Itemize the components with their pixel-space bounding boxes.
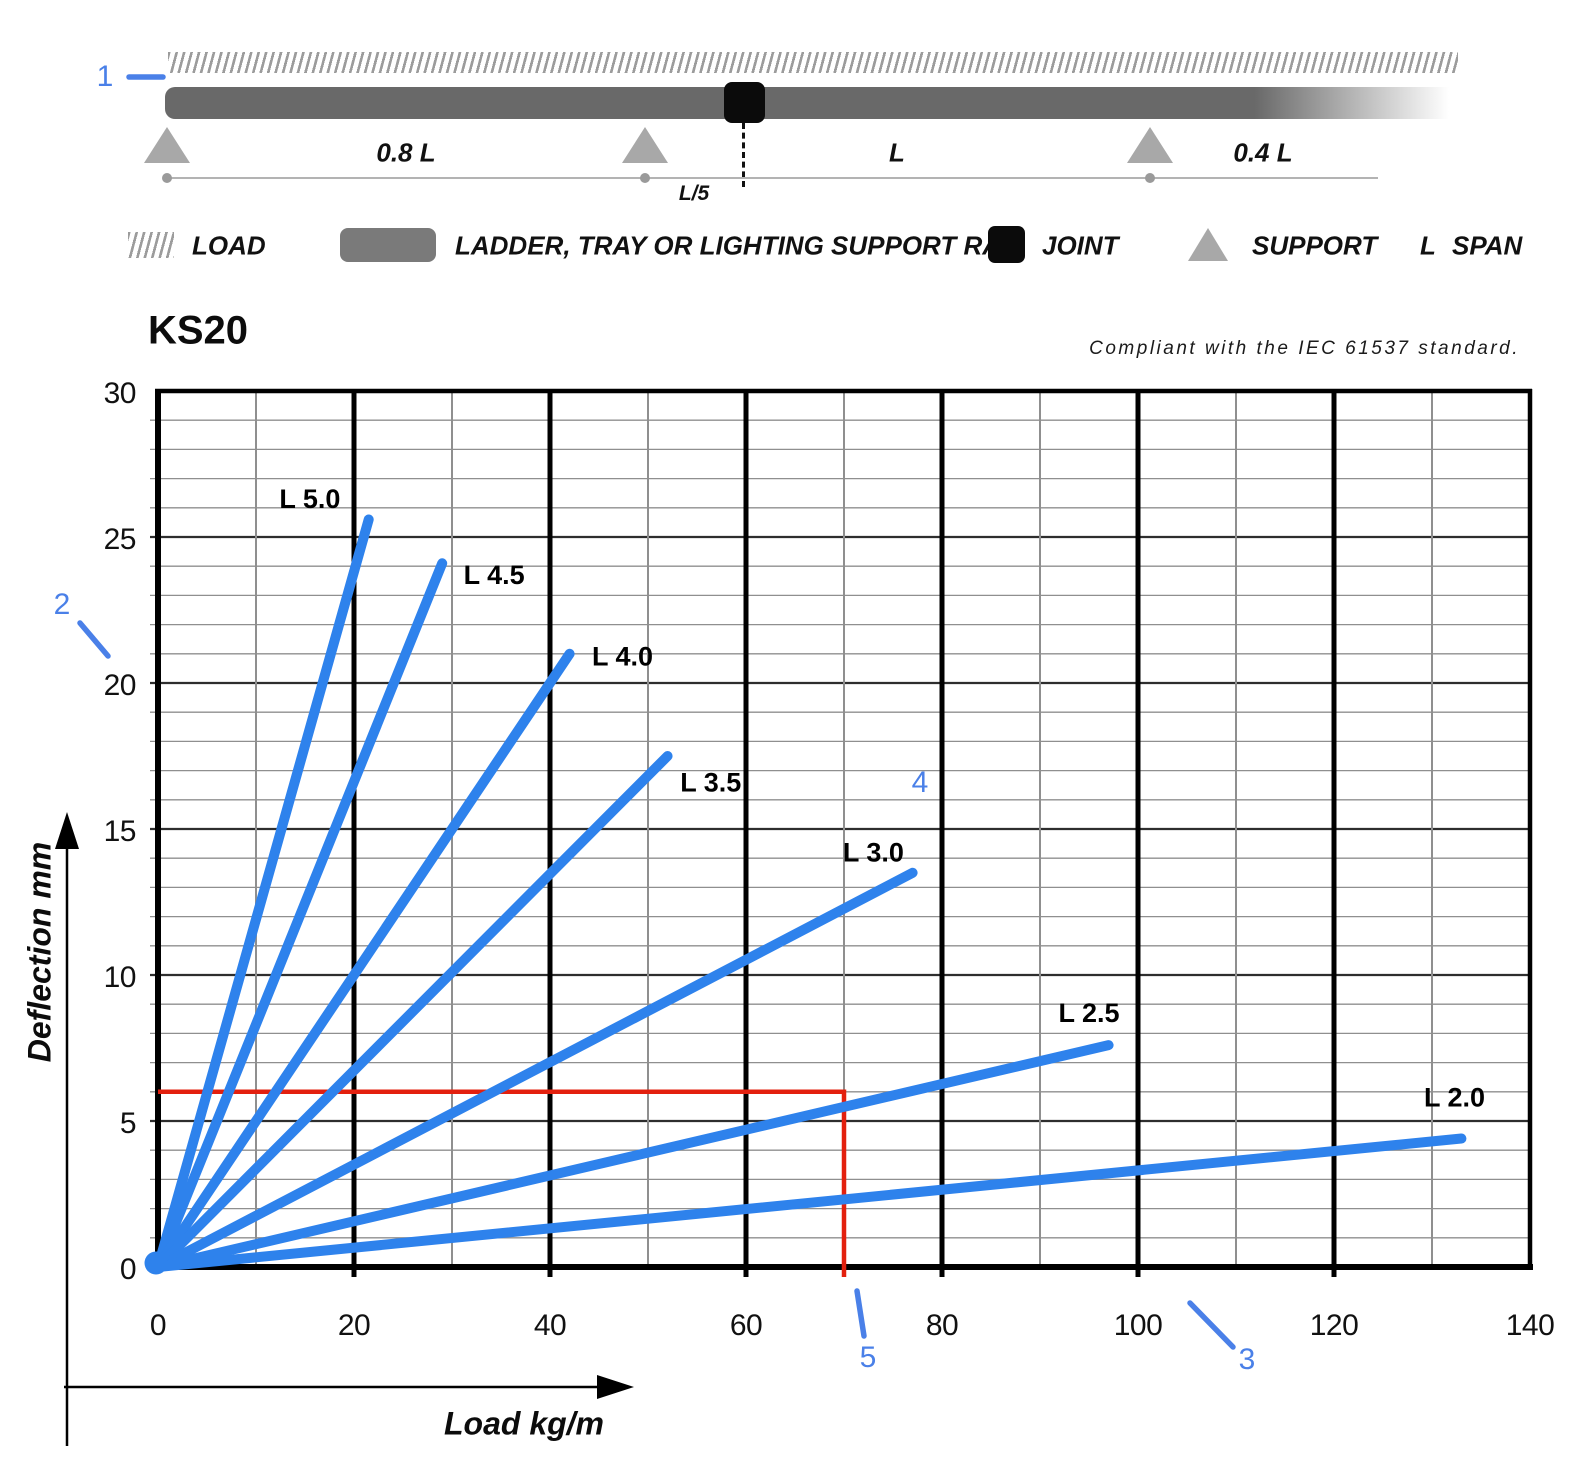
legend-load-hatch-icon <box>128 232 174 258</box>
x-tick-label: 120 <box>1310 1309 1359 1342</box>
x-tick-label: 20 <box>338 1309 370 1342</box>
callout-1: 1 <box>96 60 114 93</box>
y-tick-label: 0 <box>120 1253 136 1286</box>
x-tick-label: 40 <box>534 1309 566 1342</box>
legend-joint-square-icon <box>988 226 1025 263</box>
reference-line <box>158 1089 847 1277</box>
series-label: L 5.0 <box>279 484 340 514</box>
y-tick-label: 5 <box>120 1107 136 1140</box>
series-line-L2.5 <box>153 1040 1114 1272</box>
load-hatch-strip <box>168 52 1458 73</box>
series-line-L4.0 <box>153 648 575 1272</box>
x-tick-label: 80 <box>926 1309 958 1342</box>
x-axis-arrowhead-icon <box>597 1375 634 1399</box>
y-axis-title: Deflection mm <box>21 841 58 1063</box>
chart-title: KS20 <box>147 308 249 353</box>
y-tick-label: 20 <box>104 669 136 702</box>
joint-marker <box>724 82 765 123</box>
compliance-note: Compliant with the IEC 61537 standard. <box>1089 338 1520 359</box>
series-label: L 2.0 <box>1424 1083 1485 1113</box>
callout-5: 5 <box>859 1341 877 1374</box>
series-label: L 3.5 <box>680 767 741 797</box>
callout-leader-line <box>77 620 111 659</box>
dimension-line <box>167 177 1378 179</box>
dimension-dot <box>640 173 650 183</box>
dimension-dot <box>1145 173 1155 183</box>
span-label-middle: L <box>889 137 905 168</box>
series-label: L 3.0 <box>843 837 904 867</box>
rail-beam <box>165 87 1462 119</box>
support-triangle-icon <box>144 127 190 163</box>
callout-4: 4 <box>911 766 929 799</box>
legend-load-label: LOAD <box>192 230 266 261</box>
series-line-L4.5 <box>153 558 448 1272</box>
y-tick-label: 10 <box>104 961 136 994</box>
legend-rail-swatch-icon <box>340 228 436 262</box>
legend-support-triangle-icon <box>1188 228 1228 261</box>
series-line-L5.0 <box>153 514 374 1272</box>
legend-rail-label: LADDER, TRAY OR LIGHTING SUPPORT RAIL <box>455 230 1025 261</box>
series-label: L 2.5 <box>1058 998 1119 1028</box>
origin-dot <box>144 1251 168 1275</box>
span-label-fifth: L/5 <box>678 182 710 205</box>
span-label-right: 0.4 L <box>1233 137 1293 168</box>
span-label-left: 0.8 L <box>376 137 436 168</box>
series-label: L 4.0 <box>592 642 653 672</box>
x-tick-label: 100 <box>1114 1309 1163 1342</box>
x-tick-label: 0 <box>150 1309 166 1342</box>
callout-3: 3 <box>1238 1343 1256 1376</box>
y-tick-label: 25 <box>104 523 136 556</box>
legend-support-label: SUPPORT <box>1252 230 1378 261</box>
support-triangle-icon <box>1127 127 1173 163</box>
series-line-L2.0 <box>153 1133 1467 1272</box>
series-line-L3.5 <box>153 751 673 1272</box>
x-axis-title: Load kg/m <box>443 1405 605 1442</box>
x-tick-label: 60 <box>730 1309 762 1342</box>
support-triangle-icon <box>622 127 668 163</box>
y-axis-arrowhead-icon <box>55 812 79 849</box>
y-tick-label: 15 <box>104 815 136 848</box>
callout-leader-line <box>854 1288 867 1339</box>
legend-span-symbol: L <box>1420 230 1436 261</box>
x-tick-label: 140 <box>1506 1309 1555 1342</box>
callout-leader-line <box>1187 1300 1236 1350</box>
joint-dashed-line <box>742 123 745 187</box>
y-tick-label: 30 <box>104 377 136 410</box>
dimension-dot <box>162 173 172 183</box>
legend-joint-label: JOINT <box>1042 230 1119 261</box>
legend-span-label: SPAN <box>1452 230 1523 261</box>
series-line-L3.0 <box>153 867 918 1272</box>
callout-2: 2 <box>53 588 71 621</box>
series-label: L 4.5 <box>464 560 525 590</box>
